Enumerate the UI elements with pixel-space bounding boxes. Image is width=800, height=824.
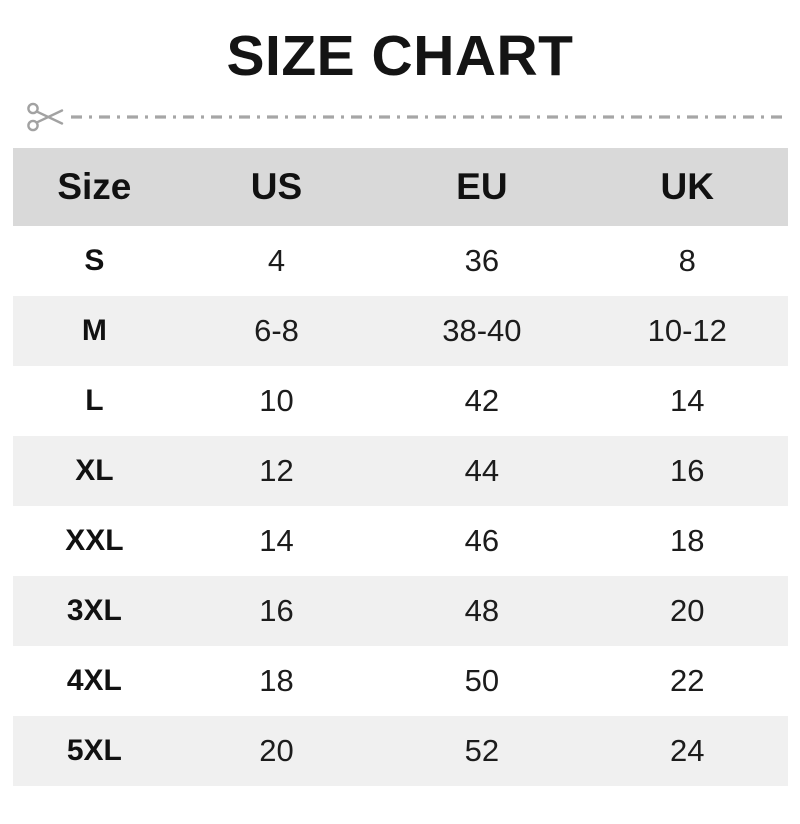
- table-row-xxl: XXL 14 46 18: [13, 506, 788, 576]
- table-row-m: M 6-8 38-40 10-12: [13, 295, 788, 366]
- size-label: 4XL: [66, 663, 122, 697]
- size-table: Size US EU UK S 4 36 8 M 6-8 38-40 10-12…: [13, 147, 788, 786]
- eu-value: 46: [464, 522, 500, 558]
- size-chart-page: SIZE CHART Size US EU UK S 4 36 8 M 6-8: [0, 24, 800, 786]
- size-label: XXL: [65, 523, 124, 557]
- header-cell-us: US: [250, 165, 303, 207]
- dashed-cut-line: [71, 114, 788, 119]
- eu-value: 38-40: [442, 312, 522, 348]
- uk-value: 20: [670, 592, 705, 628]
- us-value: 16: [259, 592, 294, 628]
- size-label: 5XL: [66, 733, 122, 767]
- us-value: 14: [259, 522, 294, 558]
- table-row-4xl: 4XL 18 50 22: [13, 646, 788, 716]
- page-title: SIZE CHART: [226, 24, 574, 88]
- table-row-xl: XL 12 44 16: [13, 435, 788, 506]
- scissors-icon: [27, 102, 64, 131]
- eu-value: 50: [464, 662, 500, 698]
- us-value: 4: [267, 242, 286, 278]
- header-cell-size: Size: [57, 165, 132, 207]
- eu-value: 48: [464, 592, 500, 628]
- header-cell-eu: EU: [456, 165, 508, 207]
- uk-value: 22: [670, 662, 705, 698]
- us-value: 10: [259, 382, 294, 418]
- us-value: 18: [259, 662, 294, 698]
- eu-value: 52: [464, 732, 500, 768]
- table-row-5xl: 5XL 20 52 24: [13, 715, 788, 786]
- size-label: S: [84, 243, 105, 277]
- us-value: 12: [259, 452, 294, 488]
- eu-value: 44: [464, 452, 500, 488]
- table-header-row: Size US EU UK: [13, 147, 788, 226]
- us-value: 20: [259, 732, 294, 768]
- size-label: L: [85, 383, 104, 417]
- table-row-3xl: 3XL 16 48 20: [13, 575, 788, 646]
- uk-value: 8: [678, 242, 696, 278]
- table-row-l: L 10 42 14: [13, 366, 788, 436]
- size-label: M: [81, 313, 107, 347]
- uk-value: 24: [670, 732, 705, 768]
- eu-value: 36: [464, 242, 500, 278]
- uk-value: 18: [670, 522, 705, 558]
- size-label: XL: [75, 453, 114, 487]
- eu-value: 42: [464, 382, 500, 418]
- uk-value: 16: [670, 452, 705, 488]
- uk-value: 14: [670, 382, 705, 418]
- size-label: 3XL: [66, 593, 122, 627]
- table-row-s: S 4 36 8: [13, 226, 788, 296]
- header-cell-uk: UK: [660, 165, 714, 207]
- cut-line: [26, 98, 788, 136]
- uk-value: 10-12: [647, 312, 727, 348]
- us-value: 6-8: [254, 312, 299, 348]
